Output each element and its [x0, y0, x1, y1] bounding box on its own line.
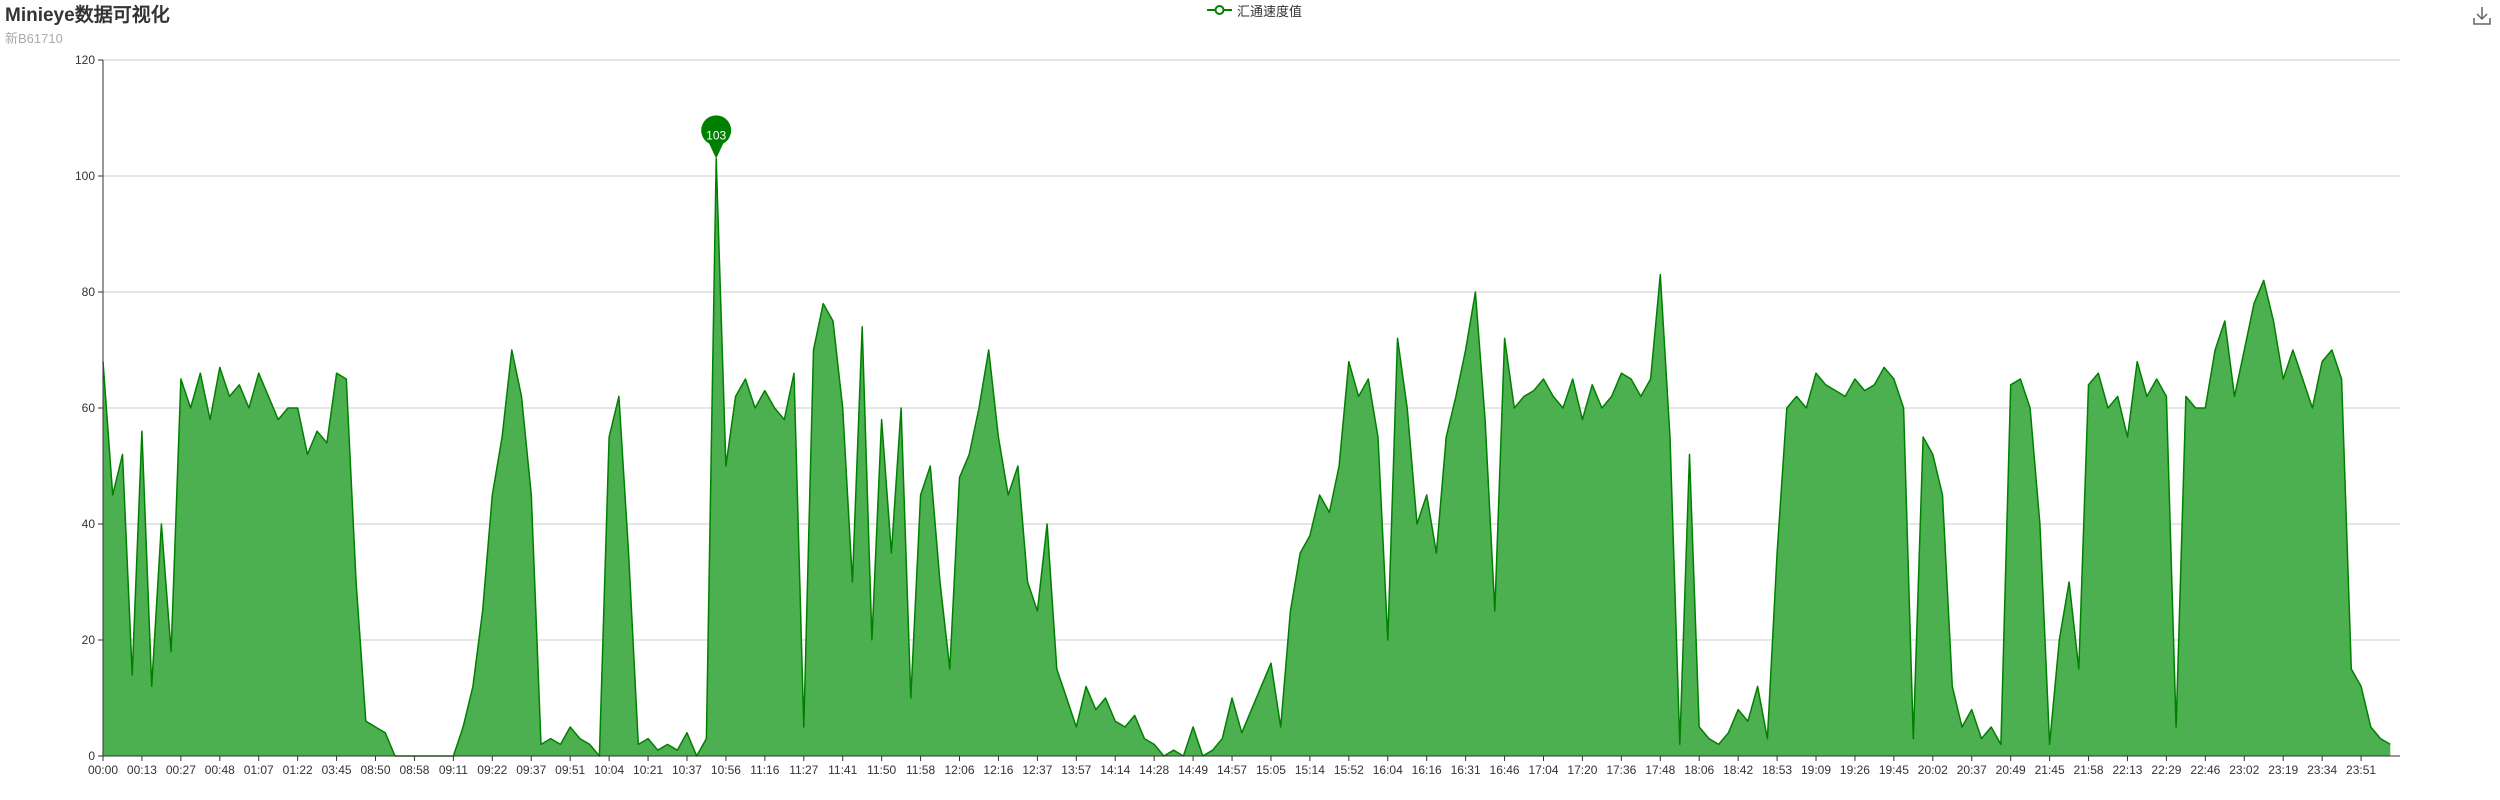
x-tick-label: 23:51 — [2346, 763, 2376, 777]
max-marker-pin — [701, 115, 732, 159]
x-tick-label: 15:05 — [1256, 763, 1286, 777]
x-tick-label: 11:41 — [828, 763, 857, 777]
x-tick-label: 20:02 — [1918, 763, 1948, 777]
x-tick-label: 00:27 — [166, 763, 196, 777]
x-tick-label: 01:22 — [283, 763, 313, 777]
x-tick-label: 18:53 — [1762, 763, 1792, 777]
x-tick-label: 23:19 — [2268, 763, 2298, 777]
x-tick-label: 16:31 — [1451, 763, 1481, 777]
x-tick-label: 13:57 — [1061, 763, 1091, 777]
x-tick-label: 01:07 — [244, 763, 274, 777]
x-tick-label: 19:09 — [1801, 763, 1831, 777]
y-tick-label: 40 — [82, 517, 96, 531]
x-tick-label: 00:48 — [205, 763, 235, 777]
y-tick-label: 100 — [75, 169, 95, 183]
x-tick-label: 09:11 — [439, 763, 468, 777]
legend-label: 汇通速度值 — [1237, 3, 1303, 19]
x-tick-label: 21:58 — [2074, 763, 2104, 777]
x-tick-label: 00:13 — [127, 763, 157, 777]
x-tick-label: 09:22 — [477, 763, 507, 777]
x-tick-label: 03:45 — [322, 763, 352, 777]
x-tick-label: 23:34 — [2307, 763, 2337, 777]
x-tick-label: 17:20 — [1567, 763, 1597, 777]
x-tick-label: 10:04 — [594, 763, 624, 777]
x-tick-label: 08:50 — [361, 763, 391, 777]
x-tick-label: 22:13 — [2112, 763, 2142, 777]
chart-title: Minieye数据可视化 — [5, 5, 170, 26]
x-tick-label: 16:46 — [1490, 763, 1520, 777]
x-tick-label: 09:51 — [555, 763, 585, 777]
x-tick-label: 20:49 — [1996, 763, 2026, 777]
chart-subtitle: 新B61710 — [5, 31, 63, 46]
x-tick-label: 17:04 — [1528, 763, 1558, 777]
y-tick-label: 0 — [88, 749, 95, 763]
x-tick-label: 08:58 — [399, 763, 429, 777]
y-tick-label: 80 — [82, 285, 96, 299]
x-tick-label: 20:37 — [1957, 763, 1987, 777]
x-tick-label: 23:02 — [2229, 763, 2259, 777]
x-tick-label: 11:50 — [867, 763, 896, 777]
series-line — [102, 157, 2391, 757]
x-tick-label: 12:06 — [944, 763, 974, 777]
x-tick-label: 16:16 — [1412, 763, 1442, 777]
x-tick-label: 12:37 — [1022, 763, 1052, 777]
x-tick-label: 17:36 — [1606, 763, 1636, 777]
y-tick-label: 120 — [75, 53, 95, 67]
max-marker-label: 103 — [706, 129, 726, 143]
x-tick-label: 22:29 — [2151, 763, 2181, 777]
legend-swatch-icon — [1207, 5, 1232, 15]
x-tick-label: 18:42 — [1723, 763, 1753, 777]
x-tick-label: 15:14 — [1295, 763, 1325, 777]
x-tick-label: 00:00 — [88, 763, 118, 777]
x-tick-label: 19:45 — [1879, 763, 1909, 777]
x-tick-label: 22:46 — [2190, 763, 2220, 777]
x-tick-label: 18:06 — [1684, 763, 1714, 777]
x-tick-label: 11:16 — [750, 763, 779, 777]
x-tick-label: 16:04 — [1373, 763, 1403, 777]
x-tick-label: 14:57 — [1217, 763, 1247, 777]
download-button[interactable] — [2470, 4, 2494, 28]
x-tick-label: 14:49 — [1178, 763, 1208, 777]
x-tick-label: 10:56 — [711, 763, 741, 777]
y-tick-label: 20 — [82, 633, 96, 647]
x-tick-label: 15:52 — [1334, 763, 1364, 777]
download-icon — [2473, 7, 2491, 25]
x-tick-label: 21:45 — [2035, 763, 2065, 777]
x-tick-label: 11:27 — [789, 763, 818, 777]
x-tick-label: 14:28 — [1139, 763, 1169, 777]
x-tick-label: 10:37 — [672, 763, 702, 777]
legend-item-speed[interactable]: 汇通速度值 — [1207, 2, 1303, 19]
x-tick-label: 17:48 — [1645, 763, 1675, 777]
x-tick-label: 14:14 — [1100, 763, 1130, 777]
x-tick-label: 09:37 — [516, 763, 546, 777]
x-tick-label: 19:26 — [1840, 763, 1870, 777]
x-tick-label: 10:21 — [633, 763, 663, 777]
y-tick-label: 60 — [82, 401, 96, 415]
x-tick-label: 12:16 — [983, 763, 1013, 777]
series-area — [103, 158, 2391, 757]
x-tick-label: 11:58 — [906, 763, 935, 777]
